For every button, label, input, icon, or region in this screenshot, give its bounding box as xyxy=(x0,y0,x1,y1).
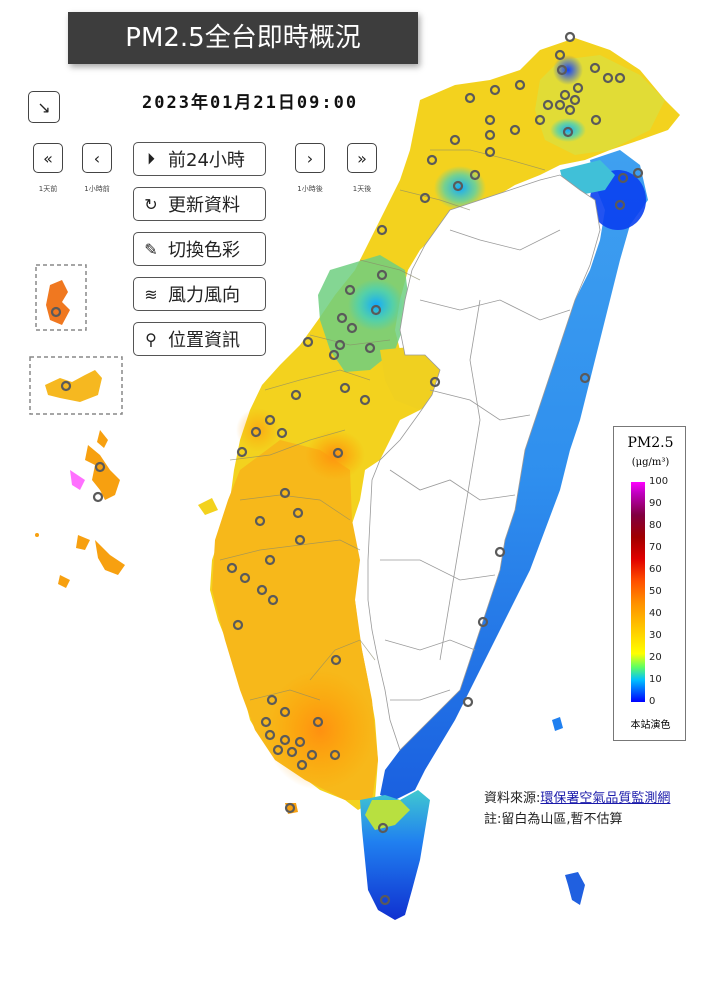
south-tip xyxy=(360,790,430,920)
hour-back-button[interactable]: ‹ xyxy=(82,143,112,173)
refresh-label: 更新資料 xyxy=(168,195,240,216)
location-pin-icon: ⚲ xyxy=(145,329,157,349)
day-back-button[interactable]: « xyxy=(33,143,63,173)
switch-color-label: 切換色彩 xyxy=(168,240,240,261)
collapse-button[interactable]: ↘ xyxy=(28,91,60,123)
play-circle-icon: ⏵ xyxy=(146,149,155,168)
double-chevron-right-icon: » xyxy=(357,148,367,168)
legend-title: PM2.5 xyxy=(627,435,674,451)
day-forward-button[interactable]: » xyxy=(347,143,377,173)
data-source: 資料來源:環保署空氣品質監測網 xyxy=(484,787,670,806)
chevron-right-icon: › xyxy=(306,148,314,168)
day-back-label: 1天前 xyxy=(38,185,58,193)
source-label: 資料來源: xyxy=(484,791,541,806)
refresh-button[interactable]: ↻ 更新資料 xyxy=(133,187,266,221)
note-text: 註:留白為山區,暫不估算 xyxy=(484,812,623,827)
chevron-left-icon: ‹ xyxy=(93,148,101,168)
legend-tick: 10 xyxy=(649,674,662,685)
source-link[interactable]: 環保署空氣品質監測網 xyxy=(540,791,671,806)
hour-forward-label: 1小時後 xyxy=(297,185,323,193)
legend-tick: 80 xyxy=(649,520,662,531)
page-title: PM2.5全台即時概況 xyxy=(68,12,418,64)
legend-unit: (μg/m³) xyxy=(631,457,670,468)
legend-footer: 本站演色 xyxy=(630,720,671,731)
timestamp: 2023年01月21日09:00 xyxy=(142,93,359,113)
hour-forward-button[interactable]: › xyxy=(295,143,325,173)
wind-button[interactable]: ≋ 風力風向 xyxy=(133,277,266,311)
legend-tick: 50 xyxy=(649,586,662,597)
legend-tick: 40 xyxy=(649,608,662,619)
station-markers xyxy=(50,31,644,906)
switch-color-button[interactable]: ✎ 切換色彩 xyxy=(133,232,266,266)
legend: PM2.5 (μg/m³) 100 90 80 70 60 50 40 30 2… xyxy=(613,426,686,741)
play-24h-button[interactable]: ⏵ 前24小時 xyxy=(133,142,266,176)
day-forward-label: 1天後 xyxy=(352,185,372,193)
arrow-down-right-icon: ↘ xyxy=(37,97,51,117)
legend-tick: 90 xyxy=(649,498,662,509)
paint-brush-icon: ✎ xyxy=(144,239,158,259)
play-24h-label: 前24小時 xyxy=(168,150,245,171)
location-button[interactable]: ⚲ 位置資訊 xyxy=(133,322,266,356)
refresh-icon: ↻ xyxy=(144,194,158,214)
west-region xyxy=(210,38,680,810)
legend-tick: 100 xyxy=(649,476,669,487)
legend-tick: 20 xyxy=(649,652,662,663)
legend-tick: 70 xyxy=(649,542,662,553)
legend-colorbar xyxy=(631,482,645,702)
double-chevron-left-icon: « xyxy=(43,148,53,168)
mountain-area xyxy=(367,174,601,751)
location-label: 位置資訊 xyxy=(168,330,240,351)
legend-tick: 0 xyxy=(649,696,656,707)
legend-tick: 60 xyxy=(649,564,662,575)
legend-tick: 30 xyxy=(649,630,662,641)
hour-back-label: 1小時前 xyxy=(84,185,110,193)
wind-label: 風力風向 xyxy=(168,285,240,306)
wind-icon: ≋ xyxy=(144,284,158,304)
